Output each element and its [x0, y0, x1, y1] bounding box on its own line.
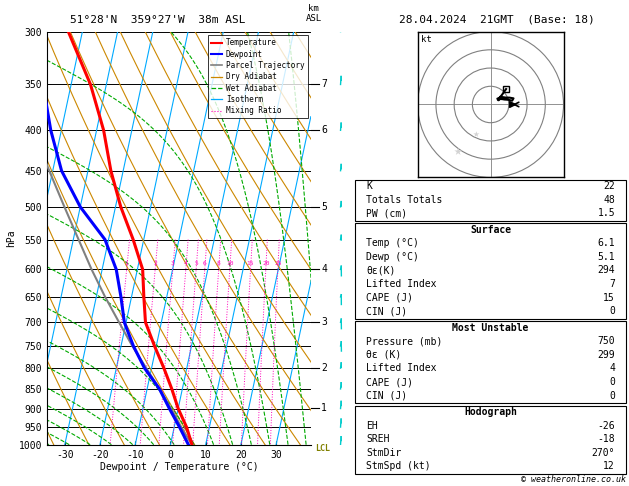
Text: SREH: SREH: [366, 434, 390, 444]
Text: CAPE (J): CAPE (J): [366, 377, 413, 387]
X-axis label: Dewpoint / Temperature (°C): Dewpoint / Temperature (°C): [100, 462, 259, 472]
Text: 15: 15: [247, 261, 254, 266]
Text: 2: 2: [321, 363, 327, 373]
Text: 7: 7: [609, 279, 615, 289]
Text: Surface: Surface: [470, 225, 511, 235]
Text: 4: 4: [609, 364, 615, 373]
Text: 1: 1: [321, 403, 327, 413]
Text: km
ASL: km ASL: [306, 4, 321, 23]
Text: 3: 3: [321, 317, 327, 327]
Text: 3: 3: [171, 261, 175, 266]
Text: CAPE (J): CAPE (J): [366, 293, 413, 303]
Text: 1.5: 1.5: [598, 208, 615, 218]
Text: 4: 4: [184, 261, 187, 266]
Text: 10: 10: [226, 261, 233, 266]
Bar: [355, 321, 626, 403]
Text: 0: 0: [609, 306, 615, 316]
Text: StmDir: StmDir: [366, 448, 401, 458]
Text: -18: -18: [598, 434, 615, 444]
Text: LCL: LCL: [315, 444, 330, 453]
Text: 2: 2: [153, 261, 157, 266]
Y-axis label: hPa: hPa: [6, 229, 16, 247]
Text: K: K: [366, 181, 372, 191]
Text: 25: 25: [274, 261, 282, 266]
Text: ★: ★: [472, 129, 479, 139]
Text: CIN (J): CIN (J): [366, 391, 408, 400]
Text: θε (K): θε (K): [366, 350, 401, 360]
Text: PW (cm): PW (cm): [366, 208, 408, 218]
Text: 5: 5: [194, 261, 198, 266]
Text: Lifted Index: Lifted Index: [366, 279, 437, 289]
Text: Hodograph: Hodograph: [464, 407, 517, 417]
Text: 1: 1: [125, 261, 128, 266]
Text: ★: ★: [454, 144, 462, 158]
Text: 299: 299: [598, 350, 615, 360]
Text: 15: 15: [603, 293, 615, 303]
Text: StmSpd (kt): StmSpd (kt): [366, 461, 431, 471]
Text: 48: 48: [603, 195, 615, 205]
Text: -26: -26: [598, 420, 615, 431]
Text: 750: 750: [598, 336, 615, 346]
Text: 0: 0: [609, 391, 615, 400]
Text: 28.04.2024  21GMT  (Base: 18): 28.04.2024 21GMT (Base: 18): [399, 15, 595, 25]
Text: kt: kt: [421, 35, 432, 44]
Text: 8: 8: [217, 261, 221, 266]
Text: 6: 6: [203, 261, 206, 266]
Text: Most Unstable: Most Unstable: [452, 323, 529, 332]
Text: 20: 20: [262, 261, 269, 266]
Text: 6.1: 6.1: [598, 238, 615, 248]
Bar: [355, 223, 626, 319]
Text: 294: 294: [598, 265, 615, 276]
Text: 5.1: 5.1: [598, 252, 615, 262]
Text: 0: 0: [609, 377, 615, 387]
Text: Pressure (mb): Pressure (mb): [366, 336, 443, 346]
Text: © weatheronline.co.uk: © weatheronline.co.uk: [521, 474, 626, 484]
Text: 22: 22: [603, 181, 615, 191]
Text: CIN (J): CIN (J): [366, 306, 408, 316]
Text: EH: EH: [366, 420, 378, 431]
Bar: [355, 406, 626, 474]
Text: Totals Totals: Totals Totals: [366, 195, 443, 205]
Text: 51°28'N  359°27'W  38m ASL: 51°28'N 359°27'W 38m ASL: [69, 15, 245, 25]
Text: 6: 6: [321, 125, 327, 135]
Text: 5: 5: [321, 202, 327, 212]
Bar: [355, 180, 626, 221]
Text: Lifted Index: Lifted Index: [366, 364, 437, 373]
Text: Dewp (°C): Dewp (°C): [366, 252, 419, 262]
Text: θε(K): θε(K): [366, 265, 396, 276]
Text: 12: 12: [603, 461, 615, 471]
Text: 270°: 270°: [591, 448, 615, 458]
Text: 4: 4: [321, 264, 327, 275]
Text: Temp (°C): Temp (°C): [366, 238, 419, 248]
Legend: Temperature, Dewpoint, Parcel Trajectory, Dry Adiabat, Wet Adiabat, Isotherm, Mi: Temperature, Dewpoint, Parcel Trajectory…: [208, 35, 308, 118]
Text: 7: 7: [321, 80, 327, 89]
